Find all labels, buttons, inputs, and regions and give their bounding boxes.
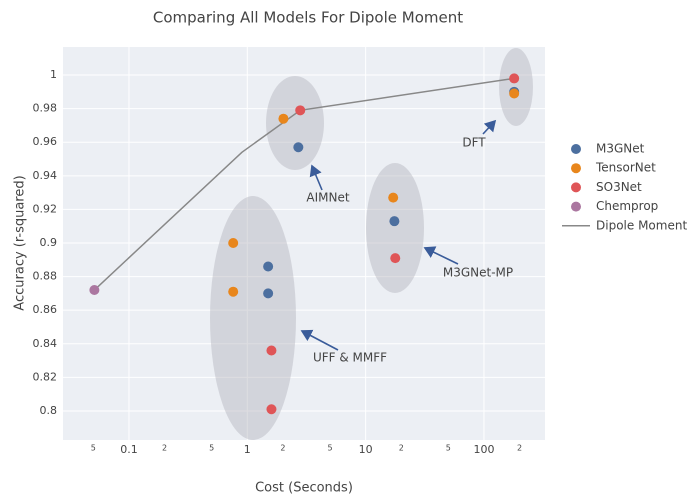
- legend-label: M3GNet: [596, 142, 645, 156]
- y-tick-label: 0.88: [33, 270, 58, 283]
- legend-label: Chemprop: [596, 199, 658, 213]
- legend-label: SO3Net: [596, 180, 642, 194]
- line: [93, 77, 515, 291]
- point: [509, 73, 520, 84]
- annotation: M3GNet-MP: [443, 266, 513, 280]
- y-tick-label: 0.94: [33, 169, 58, 182]
- y-tick-label: 0.82: [33, 370, 58, 383]
- legend-label: Dipole Moment: [596, 218, 687, 232]
- annotation: AIMNet: [306, 191, 349, 205]
- chart-title: Comparing All Models For Dipole Moment: [153, 9, 463, 27]
- point: [293, 142, 304, 153]
- legend-label: TensorNet: [595, 161, 656, 175]
- point: [228, 237, 239, 248]
- legend-swatch: [571, 163, 581, 174]
- x-minor-tick-label: 5: [446, 444, 451, 453]
- region: [499, 48, 533, 126]
- x-axis-label: Cost (Seconds): [255, 481, 353, 496]
- arrow: [482, 119, 497, 135]
- x-minor-tick-label: 2: [399, 444, 404, 453]
- region: [366, 163, 424, 293]
- x-minor-tick-label: 2: [162, 444, 167, 453]
- x-minor-tick-label: 5: [91, 444, 96, 453]
- annotation-arrows: [300, 119, 497, 351]
- y-tick-label: 0.86: [33, 303, 58, 316]
- annotation: DFT: [462, 136, 486, 150]
- point: [388, 192, 399, 203]
- x-tick-label: 10: [359, 443, 373, 456]
- y-tick-label: 0.9: [40, 236, 58, 249]
- y-tick-label: 1: [50, 68, 57, 81]
- point: [389, 216, 400, 227]
- legend-swatch: [571, 182, 581, 193]
- y-tick-label: 0.92: [33, 202, 58, 215]
- legend-swatch: [571, 201, 581, 212]
- annotation: UFF & MMFF: [313, 351, 387, 365]
- y-tick-label: 0.8: [40, 404, 58, 417]
- point: [263, 261, 274, 272]
- region: [266, 76, 324, 170]
- point: [295, 105, 306, 116]
- x-tick-label: 100: [473, 443, 494, 456]
- point: [263, 288, 274, 299]
- arrow: [423, 246, 459, 265]
- x-minor-tick-label: 5: [327, 444, 332, 453]
- x-tick-label: 0.1: [120, 443, 138, 456]
- x-minor-tick-label: 2: [517, 444, 522, 453]
- y-tick-label: 0.96: [33, 135, 58, 148]
- x-tick-label: 1: [244, 443, 251, 456]
- y-tick-label: 0.98: [33, 102, 58, 115]
- point: [228, 286, 239, 297]
- y-tick-label: 0.84: [33, 337, 58, 350]
- point: [266, 404, 277, 415]
- region: [210, 196, 296, 440]
- point: [278, 113, 289, 124]
- point: [89, 285, 100, 296]
- legend-swatch: [571, 144, 581, 154]
- point: [266, 345, 277, 356]
- y-axis-label: Accuracy (r-squared): [13, 175, 28, 310]
- region-shapes: [210, 48, 533, 440]
- x-minor-tick-label: 5: [209, 444, 214, 453]
- arrow: [300, 329, 339, 351]
- point: [509, 88, 520, 99]
- point: [390, 253, 401, 264]
- x-minor-tick-label: 2: [280, 444, 285, 453]
- arrow: [309, 164, 323, 191]
